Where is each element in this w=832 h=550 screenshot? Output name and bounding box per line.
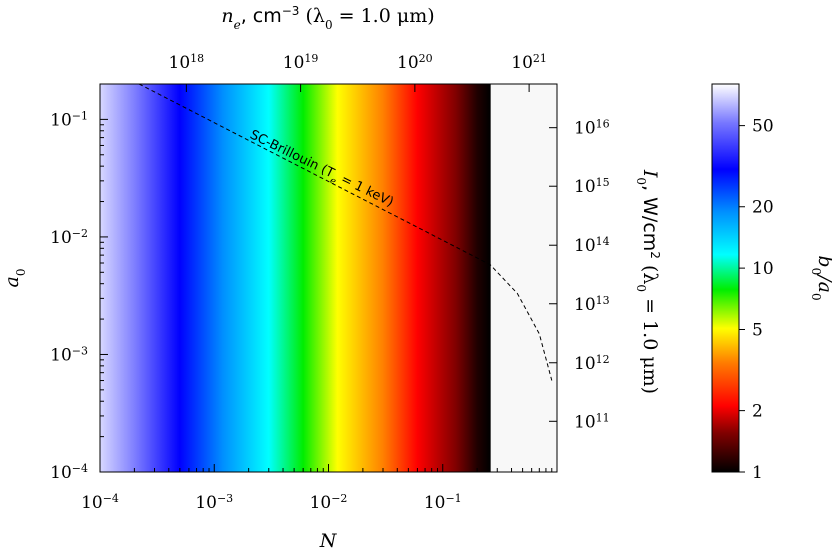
right-axis-label: I0, W/cm2 (λ0 = 1.0 μm) [634,169,662,394]
y-axis-ticks: 10−4 10−3 10−2 10−1 [50,83,108,484]
colorbar-tick-label-4: 20 [752,198,774,218]
x-tick-label-2: 10−2 [310,492,348,514]
y-tick-label-0: 10−4 [50,462,88,484]
y-axis-label: a0 [1,269,28,288]
heatmap-empty-region [490,84,557,472]
colorbar: 1 2 5 10 20 50 b0/a0 [711,83,832,483]
colorbar-ticks: 1 2 5 10 20 50 [739,117,774,483]
right-tick-label-0: 1011 [574,411,610,433]
top-tick-label-1: 1019 [283,52,319,74]
x-tick-label-3: 10−1 [424,492,462,514]
right-tick-label-1: 1012 [574,352,610,374]
heatmap-colored-region [100,84,491,472]
series-layer [138,84,553,381]
colorbar-tick-label-0: 1 [752,463,763,483]
heatmap-field [100,84,557,472]
colorbar-label: b0/a0 [809,255,832,300]
right-axis-ticks: 1011 1012 1013 1014 1015 1016 [549,117,610,432]
x-axis-label: N [319,530,338,550]
x-axis-ticks: 10−4 10−3 10−2 10−1 [81,464,553,514]
x-tick-label-0: 10−4 [81,492,119,514]
top-tick-label-0: 1018 [169,52,205,74]
colorbar-tick-label-2: 5 [752,320,763,340]
top-tick-label-3: 1021 [511,52,547,74]
top-axis-ticks: 1018 1019 1020 1021 [169,52,547,92]
top-axis-label: ne, cm−3 (λ0 = 1.0 μm) [221,4,434,32]
right-tick-label-3: 1014 [574,235,610,257]
colorbar-gradient [711,83,740,473]
top-tick-label-2: 1020 [397,52,433,74]
y-tick-label-3: 10−1 [50,109,88,130]
y-tick-label-1: 10−3 [50,344,88,366]
x-tick-label-1: 10−3 [195,492,233,514]
right-tick-label-4: 1015 [574,176,610,198]
colorbar-tick-label-1: 2 [752,402,763,422]
right-tick-label-5: 1016 [574,117,610,139]
y-tick-label-2: 10−2 [50,226,88,248]
colorbar-tick-label-3: 10 [752,259,774,279]
series-line-0 [138,84,553,381]
right-tick-label-2: 1013 [574,293,610,315]
colorbar-tick-label-5: 50 [752,117,774,137]
